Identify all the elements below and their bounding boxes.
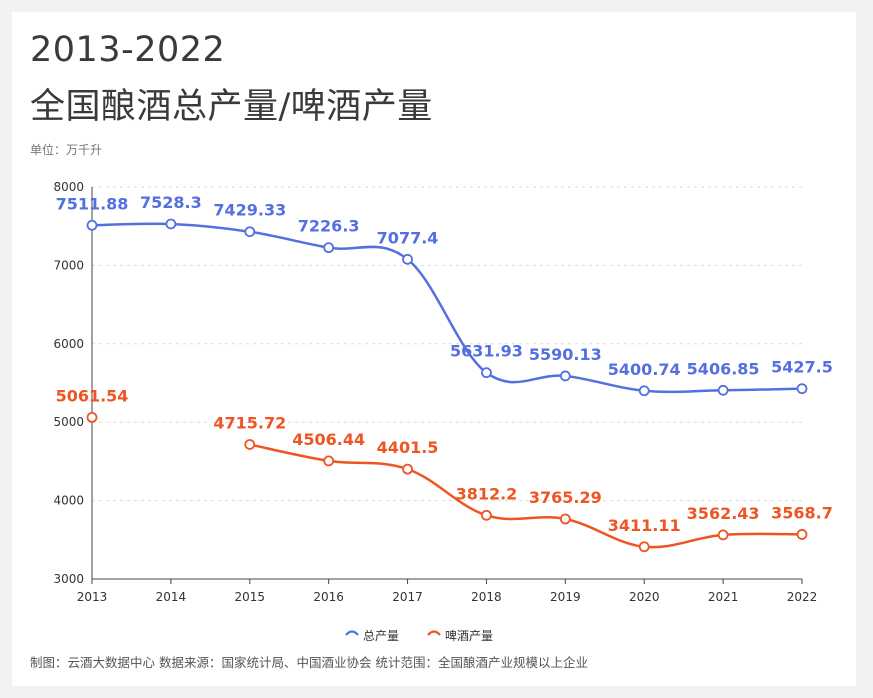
data-point[interactable]	[638, 385, 650, 397]
y-tick-label: 8000	[53, 180, 84, 194]
data-point[interactable]	[165, 218, 177, 230]
x-tick-label: 2016	[313, 590, 344, 604]
data-point[interactable]	[323, 455, 335, 467]
data-point[interactable]	[244, 226, 256, 238]
x-tick-label: 2021	[708, 590, 739, 604]
x-tick-label: 2013	[77, 590, 108, 604]
x-tick-label: 2022	[787, 590, 818, 604]
y-tick-label: 6000	[53, 337, 84, 351]
data-label: 4715.72	[213, 413, 286, 432]
data-label: 5631.93	[450, 342, 523, 361]
data-label: 7077.4	[377, 228, 439, 247]
data-point[interactable]	[638, 541, 650, 553]
series-line-beer	[249, 443, 803, 549]
data-label: 4401.5	[377, 438, 439, 457]
data-label: 7226.3	[298, 217, 360, 236]
data-point[interactable]	[717, 384, 729, 396]
x-tick-label: 2015	[235, 590, 266, 604]
data-label: 5061.54	[56, 386, 129, 405]
data-label: 3562.43	[687, 504, 760, 523]
y-tick-label: 4000	[53, 494, 84, 508]
y-tick-label: 3000	[53, 572, 84, 586]
data-label: 7511.88	[56, 194, 129, 213]
data-label: 5427.5	[771, 358, 833, 377]
legend-swatch[interactable]	[427, 630, 441, 636]
legend-label[interactable]: 总产量	[363, 629, 399, 643]
y-tick-label: 5000	[53, 415, 84, 429]
data-point[interactable]	[796, 529, 808, 540]
data-point[interactable]	[481, 509, 492, 521]
data-point[interactable]	[559, 370, 571, 382]
x-tick-label: 2017	[392, 590, 423, 604]
series-line-total	[91, 222, 803, 394]
data-point[interactable]	[796, 383, 808, 395]
data-label: 5400.74	[608, 360, 681, 379]
data-point[interactable]	[323, 242, 335, 254]
chart-title-years: 2013-2022	[30, 30, 226, 70]
data-label: 5406.85	[687, 359, 760, 378]
data-point[interactable]	[86, 411, 98, 423]
data-point[interactable]	[559, 513, 571, 525]
chart-title: 全国酿酒总产量/啤酒产量	[30, 87, 433, 127]
unit-label: 单位：万千升	[30, 143, 103, 157]
data-point[interactable]	[717, 529, 729, 541]
data-point[interactable]	[86, 219, 98, 231]
chart-card: 2013-2022 全国酿酒总产量/啤酒产量 单位：万千升 制图：云酒大数据中心…	[12, 12, 856, 686]
data-point[interactable]	[402, 253, 413, 265]
data-label: 3568.7	[771, 503, 833, 522]
data-label: 5590.13	[529, 345, 602, 364]
data-label: 3411.11	[608, 516, 681, 535]
data-label: 7528.3	[140, 193, 202, 212]
legend-label[interactable]: 啤酒产量	[445, 628, 493, 643]
x-tick-label: 2020	[629, 590, 660, 604]
data-label: 3812.2	[456, 484, 518, 503]
y-tick-label: 7000	[53, 258, 84, 272]
x-tick-label: 2018	[471, 590, 502, 604]
data-point[interactable]	[244, 439, 256, 450]
x-tick-label: 2019	[550, 590, 581, 604]
data-point[interactable]	[402, 463, 413, 475]
data-label: 4506.44	[292, 430, 365, 449]
data-point[interactable]	[481, 367, 492, 379]
legend-swatch[interactable]	[345, 630, 359, 636]
data-label: 3765.29	[529, 488, 602, 507]
footer-credits: 制图：云酒大数据中心 数据来源：国家统计局、中国酒业协会 统计范围：全国酿酒产业…	[30, 655, 588, 670]
x-tick-label: 2014	[156, 590, 187, 604]
data-label: 7429.33	[213, 201, 286, 220]
